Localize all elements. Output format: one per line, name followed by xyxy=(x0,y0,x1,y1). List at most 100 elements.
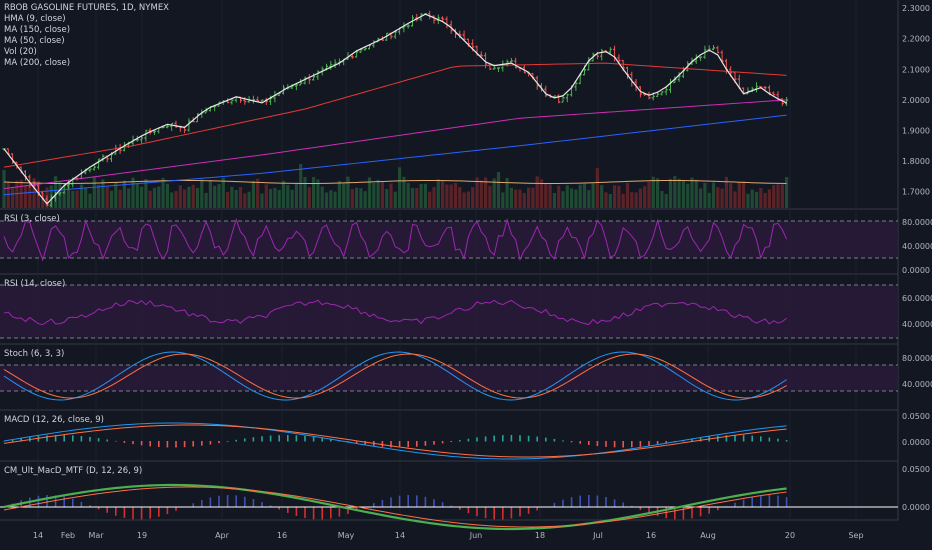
macd-hist-bar xyxy=(476,437,478,442)
macd-hist-bar xyxy=(682,440,685,442)
volume-ma-line xyxy=(3,180,787,184)
volume-bar xyxy=(720,188,724,208)
panel-label-cm-macd: CM_Ult_MacD_MTF (D, 12, 26, 9) xyxy=(4,466,143,476)
macd-hist-bar xyxy=(467,438,470,442)
volume-bar xyxy=(746,193,750,208)
volume-bar xyxy=(251,180,255,208)
cm-hist-bar xyxy=(347,507,349,514)
macd-hist-bar xyxy=(785,440,788,442)
cm-hist-bar xyxy=(201,500,203,508)
cm-hist-bar xyxy=(72,498,74,508)
cm-hist-bar xyxy=(622,502,624,508)
volume-bar xyxy=(299,164,303,208)
volume-bar xyxy=(703,182,707,208)
cm-hist-bar xyxy=(596,495,599,508)
volume-bar xyxy=(346,176,350,208)
macd-hist-bar xyxy=(72,435,74,442)
cm-hist-bar xyxy=(106,507,108,513)
volume-bar xyxy=(544,182,548,208)
volume-bar xyxy=(505,178,509,208)
macd-hist-bar xyxy=(312,436,315,442)
volume-bar xyxy=(488,185,492,208)
macd-hist-bar xyxy=(158,441,160,448)
legend-ma150: MA (150, close) xyxy=(4,25,71,35)
macd-hist-bar xyxy=(562,440,564,442)
volume-bar xyxy=(316,179,320,208)
volume-bar xyxy=(656,178,660,208)
volume-bar xyxy=(449,184,453,208)
volume-bar xyxy=(2,170,6,208)
volume-bar xyxy=(561,191,565,208)
volume-bar xyxy=(208,180,212,208)
cm-hist-bar xyxy=(510,507,513,519)
cm-signal-line xyxy=(3,486,787,528)
volume-bar xyxy=(11,186,15,208)
date-tick-label: Mar xyxy=(88,531,104,540)
macd-hist-bar xyxy=(527,435,530,442)
cm-hist-bar xyxy=(476,507,478,517)
ma150-line xyxy=(3,99,787,190)
macd-hist-bar xyxy=(407,441,409,448)
volume-bar xyxy=(41,193,45,208)
volume-bar xyxy=(522,193,526,208)
cm-hist-bar xyxy=(166,507,169,515)
macd-hist-bar xyxy=(355,441,358,444)
macd-hist-bar xyxy=(631,441,633,448)
volume-bar xyxy=(170,192,174,208)
volume-bar xyxy=(247,191,251,208)
cm-hist-bar xyxy=(235,495,237,508)
macd-hist-bar xyxy=(553,438,556,442)
volume-bar xyxy=(105,186,109,208)
volume-bar xyxy=(385,189,389,208)
macd-hist-bar xyxy=(278,435,280,442)
macd-hist-bar xyxy=(364,441,366,446)
volume-bar xyxy=(630,192,634,208)
volume-bar xyxy=(600,185,604,208)
macd-hist-bar xyxy=(579,441,581,444)
macd-hist-bar xyxy=(605,441,607,447)
macd-hist-bar xyxy=(416,441,418,447)
macd-hist-bar xyxy=(441,441,444,444)
ma200-line xyxy=(3,114,787,196)
volume-bar xyxy=(312,176,316,208)
panel-tick-label: 0.0500 xyxy=(902,465,930,474)
cm-hist-bar xyxy=(484,507,487,519)
cm-hist-bar xyxy=(639,507,642,510)
volume-bar xyxy=(15,180,19,208)
volume-bar xyxy=(109,190,114,208)
gridlines xyxy=(0,0,899,521)
legend-ma200: MA (200, close) xyxy=(4,58,71,68)
volume-bar xyxy=(591,183,595,208)
volume-bar xyxy=(195,188,200,208)
cm-hist-bar xyxy=(570,497,573,508)
cm-hist-bar xyxy=(648,507,650,514)
cm-hist-bar xyxy=(691,507,693,519)
cm-hist-bar xyxy=(768,495,771,508)
panel-tick-label: 80.0000 xyxy=(902,218,932,227)
rsi14-line xyxy=(3,299,787,326)
macd-hist-bar xyxy=(433,441,435,445)
volume-bar xyxy=(780,184,784,208)
volume-bar xyxy=(578,184,582,208)
cm-hist-bar xyxy=(373,503,375,508)
volume-bar xyxy=(226,192,230,208)
volume-bar xyxy=(754,191,759,208)
macd-hist-bar xyxy=(570,441,573,443)
macd-hist-bar xyxy=(80,436,83,442)
volume-bar xyxy=(711,182,716,208)
stoch-k-line xyxy=(3,351,787,401)
volume-bar xyxy=(28,186,32,208)
volume-bar xyxy=(66,181,71,208)
macd-hist-bar xyxy=(97,438,100,442)
macd-hist-bar xyxy=(304,435,306,442)
macd-hist-bar xyxy=(106,439,108,442)
volume-bar xyxy=(127,188,131,208)
volume-bar xyxy=(453,183,458,208)
volume-bar xyxy=(441,180,445,208)
volume-bar xyxy=(393,191,397,208)
macd-hist-bar xyxy=(192,441,194,447)
macd-hist-bar xyxy=(717,435,719,442)
macd-hist-bar xyxy=(287,435,289,442)
macd-hist-bar xyxy=(510,435,513,442)
volume-bar xyxy=(118,189,122,208)
